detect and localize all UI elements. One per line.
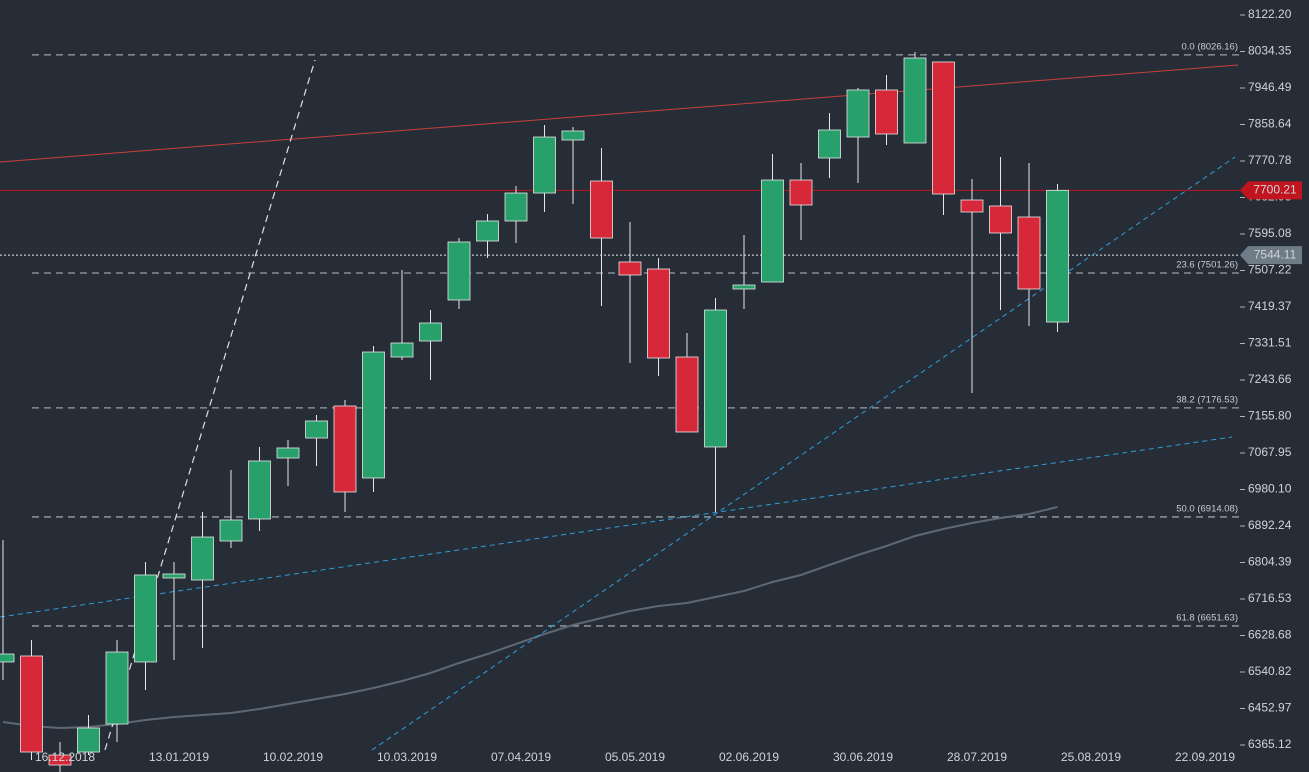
candle-body [476, 220, 499, 242]
drawings [0, 59, 1239, 751]
y-tick-label: 7507.22 [1248, 263, 1292, 277]
price-tag-label: 7700.21 [1253, 182, 1297, 196]
x-tick-label: 28.07.2019 [947, 750, 1007, 764]
y-tick-label: 7595.08 [1248, 226, 1292, 240]
fib-label: 50.0 (6914.08) [1176, 503, 1238, 514]
x-tick-label: 16.12.2018 [35, 750, 95, 764]
candle-body [932, 61, 955, 195]
x-tick-label: 22.09.2019 [1175, 750, 1235, 764]
x-tick-label: 30.06.2019 [833, 750, 893, 764]
candle-body [390, 342, 414, 358]
candle-body [989, 205, 1012, 234]
candle-body [561, 130, 585, 141]
y-tick-label: 8034.35 [1248, 44, 1292, 58]
price-tag [1240, 181, 1302, 200]
candle-body [675, 356, 699, 433]
fib-label: 61.8 (6651.63) [1176, 612, 1238, 623]
y-tick-label: 6628.68 [1248, 628, 1292, 642]
candle-body [1017, 216, 1041, 290]
fib-label: 38.2 (7176.53) [1176, 394, 1238, 405]
fib-label: 0.0 (8026.16) [1181, 41, 1238, 52]
candle-body [789, 179, 813, 206]
x-tick-label: 25.08.2019 [1061, 750, 1121, 764]
candle-body [333, 405, 357, 493]
candle-body [447, 241, 471, 301]
candle-body [1046, 189, 1069, 323]
candle-body [362, 351, 385, 479]
y-tick-label: 6452.97 [1248, 701, 1292, 715]
candle-body [134, 574, 157, 663]
y-tick-label: 7419.37 [1248, 299, 1292, 313]
candles [0, 52, 1069, 772]
candle-body [20, 655, 43, 753]
candle-body [590, 180, 613, 239]
y-tick-label: 6804.39 [1248, 555, 1292, 569]
x-tick-label: 02.06.2019 [719, 750, 779, 764]
candle-body [77, 727, 100, 753]
y-tick-label: 6365.12 [1248, 737, 1292, 751]
candle-body [704, 309, 727, 448]
plot-area: 0.0 (8026.16) 23.6 (7501.26) 38.2 (7176.53… [0, 41, 1240, 730]
candle-body [875, 89, 898, 135]
axes: 8122.208034.357946.497858.647770.787682.… [35, 7, 1302, 764]
y-tick-label: 6540.82 [1248, 664, 1292, 678]
candle-body [903, 57, 927, 144]
moving-average [2, 506, 1058, 730]
y-tick-label: 7331.51 [1248, 336, 1292, 350]
y-tick-label: 6980.10 [1248, 482, 1292, 496]
y-tick-label: 6892.24 [1248, 518, 1292, 532]
candle-body [162, 573, 186, 579]
candle-body [504, 192, 528, 222]
candle-body [191, 536, 214, 581]
candle-body [105, 651, 129, 725]
candle-body [960, 199, 984, 213]
y-tick-label: 7243.66 [1248, 372, 1292, 386]
x-tick-label: 10.02.2019 [263, 750, 323, 764]
x-tick-label: 13.01.2019 [149, 750, 209, 764]
candle-body [48, 754, 72, 766]
candle-body [732, 284, 756, 290]
candle-body [647, 268, 670, 359]
candle-body [219, 519, 243, 542]
y-tick-label: 7858.64 [1248, 117, 1292, 131]
candle-body [419, 322, 442, 342]
x-tick-label: 07.04.2019 [491, 750, 551, 764]
y-tick-label: 7067.95 [1248, 445, 1292, 459]
y-tick-label: 7946.49 [1248, 80, 1292, 94]
candle-body [248, 460, 271, 520]
y-tick-label: 8122.20 [1248, 7, 1292, 21]
candle-body [0, 653, 15, 663]
candle-body [276, 447, 300, 459]
trend-line [0, 64, 1239, 163]
candle-body [533, 136, 556, 194]
fib-label: 23.6 (7501.26) [1176, 259, 1238, 270]
y-tick-label: 7155.80 [1248, 409, 1292, 423]
candle-body [818, 129, 841, 159]
x-tick-label: 05.05.2019 [605, 750, 665, 764]
price-tag-label: 7544.11 [1254, 247, 1297, 261]
y-tick-label: 7770.78 [1248, 153, 1292, 167]
x-tick-label: 10.03.2019 [377, 750, 437, 764]
price-tag [1240, 246, 1302, 265]
candle-body [761, 179, 784, 283]
trend-line [371, 156, 1236, 751]
y-tick-label: 6716.53 [1248, 591, 1292, 605]
candle-body [305, 420, 328, 439]
candle-body [846, 89, 870, 138]
trend-line [0, 436, 1233, 618]
candle-body [618, 261, 642, 276]
